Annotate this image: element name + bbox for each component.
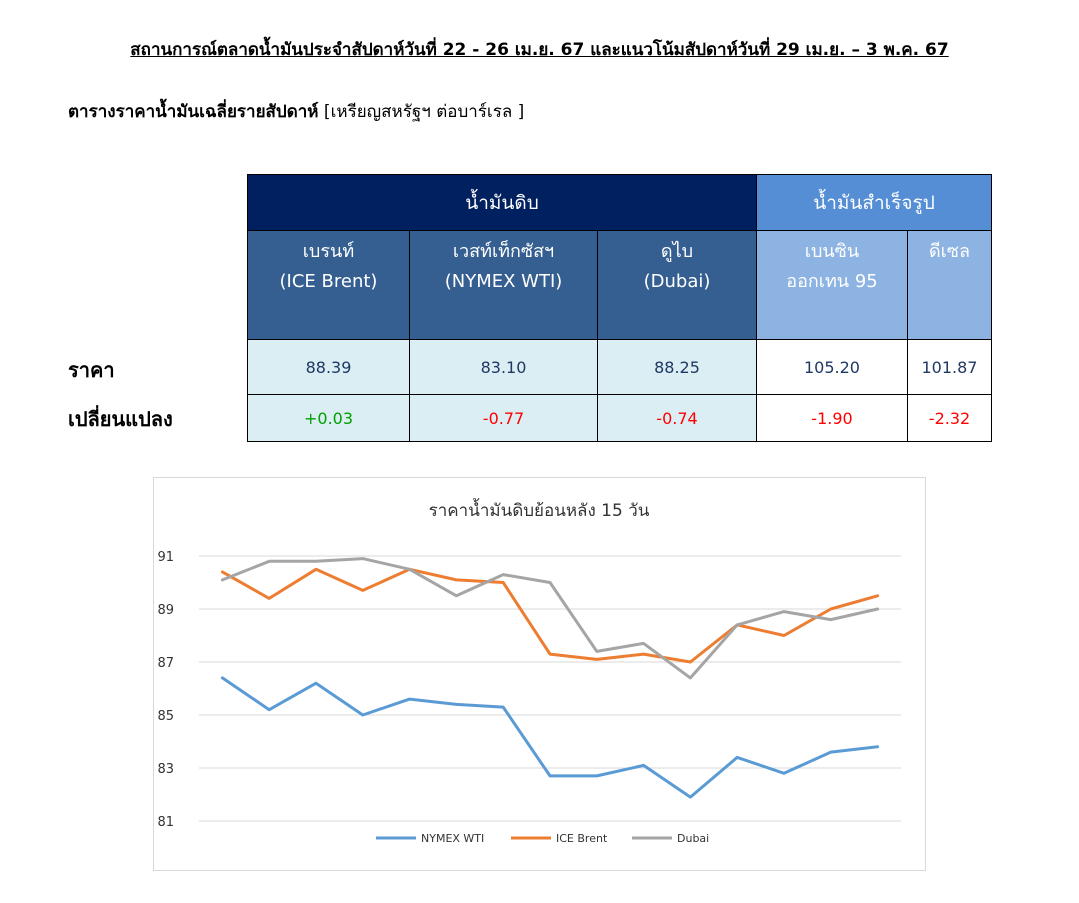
col-header-diesel: ดีเซล <box>907 230 992 340</box>
col-header-gasoline: เบนซิน ออกเทน 95 <box>756 230 908 340</box>
y-tick-label: 85 <box>157 709 174 724</box>
price-table: น้ำมันดิบ น้ำมันสำเร็จรูป เบรนท์ (ICE Br… <box>247 174 992 442</box>
change-wti: -0.77 <box>409 394 598 442</box>
group-crude-header: น้ำมันดิบ <box>247 174 757 231</box>
y-tick-label: 89 <box>157 603 174 618</box>
legend-label: ICE Brent <box>556 832 608 845</box>
col-name: เวสท์เท็กซัสฯ <box>452 241 555 262</box>
legend-label: NYMEX WTI <box>421 832 484 845</box>
change-gasoline: -1.90 <box>756 394 908 442</box>
column-header-row: เบรนท์ (ICE Brent) เวสท์เท็กซัสฯ (NYMEX … <box>247 230 992 340</box>
price-diesel: 101.87 <box>907 339 992 395</box>
page-title: สถานการณ์ตลาดน้ำมันประจำสัปดาห์วันที่ 22… <box>130 40 949 60</box>
y-tick-label: 81 <box>157 815 174 830</box>
group-finished-header: น้ำมันสำเร็จรูป <box>756 174 992 231</box>
col-sub: (Dubai) <box>643 271 711 292</box>
change-diesel: -2.32 <box>907 394 992 442</box>
change-brent: +0.03 <box>247 394 410 442</box>
legend-label: Dubai <box>677 832 709 845</box>
row-label-price: ราคา <box>68 358 115 382</box>
price-brent: 88.39 <box>247 339 410 395</box>
group-header-row: น้ำมันดิบ น้ำมันสำเร็จรูป <box>247 174 992 231</box>
price-wti: 83.10 <box>409 339 598 395</box>
table-caption: ตารางราคาน้ำมันเฉลี่ยรายสัปดาห์ [เหรียญส… <box>68 98 524 125</box>
series-line-0 <box>220 676 880 799</box>
row-label-change: เปลี่ยนแปลง <box>68 407 173 431</box>
col-name: ดีเซล <box>928 241 971 262</box>
crude-price-chart: ราคาน้ำมันดิบย้อนหลัง 15 วัน 81 83 85 87 89 9… <box>153 477 926 871</box>
col-header-wti: เวสท์เท็กซัสฯ (NYMEX WTI) <box>409 230 598 340</box>
col-header-dubai: ดูไบ (Dubai) <box>597 230 757 340</box>
y-tick-label: 87 <box>157 656 174 671</box>
change-dubai: -0.74 <box>597 394 757 442</box>
series-line-2 <box>220 557 880 680</box>
y-tick-label: 83 <box>157 762 174 777</box>
col-sub: (ICE Brent) <box>279 271 378 292</box>
y-tick-label: 91 <box>157 550 174 565</box>
col-name: ดูไบ <box>660 241 694 262</box>
chart-svg: ราคาน้ำมันดิบย้อนหลัง 15 วัน 81 83 85 87 89 9… <box>157 498 901 845</box>
table-caption-bold: ตารางราคาน้ำมันเฉลี่ยรายสัปดาห์ <box>68 102 319 122</box>
table-caption-unit: [เหรียญสหรัฐฯ ต่อบาร์เรล ] <box>318 102 525 122</box>
col-header-brent: เบรนท์ (ICE Brent) <box>247 230 410 340</box>
price-row: 88.39 83.10 88.25 105.20 101.87 <box>247 339 992 395</box>
series-line-1 <box>220 567 880 664</box>
col-sub: ออกเทน 95 <box>786 271 878 292</box>
col-name: เบรนท์ <box>302 241 355 262</box>
col-name: เบนซิน <box>804 241 860 262</box>
change-row: +0.03 -0.77 -0.74 -1.90 -2.32 <box>247 394 992 442</box>
price-gasoline: 105.20 <box>756 339 908 395</box>
col-sub: (NYMEX WTI) <box>444 271 563 292</box>
price-dubai: 88.25 <box>597 339 757 395</box>
chart-title: ราคาน้ำมันดิบย้อนหลัง 15 วัน <box>429 498 650 521</box>
